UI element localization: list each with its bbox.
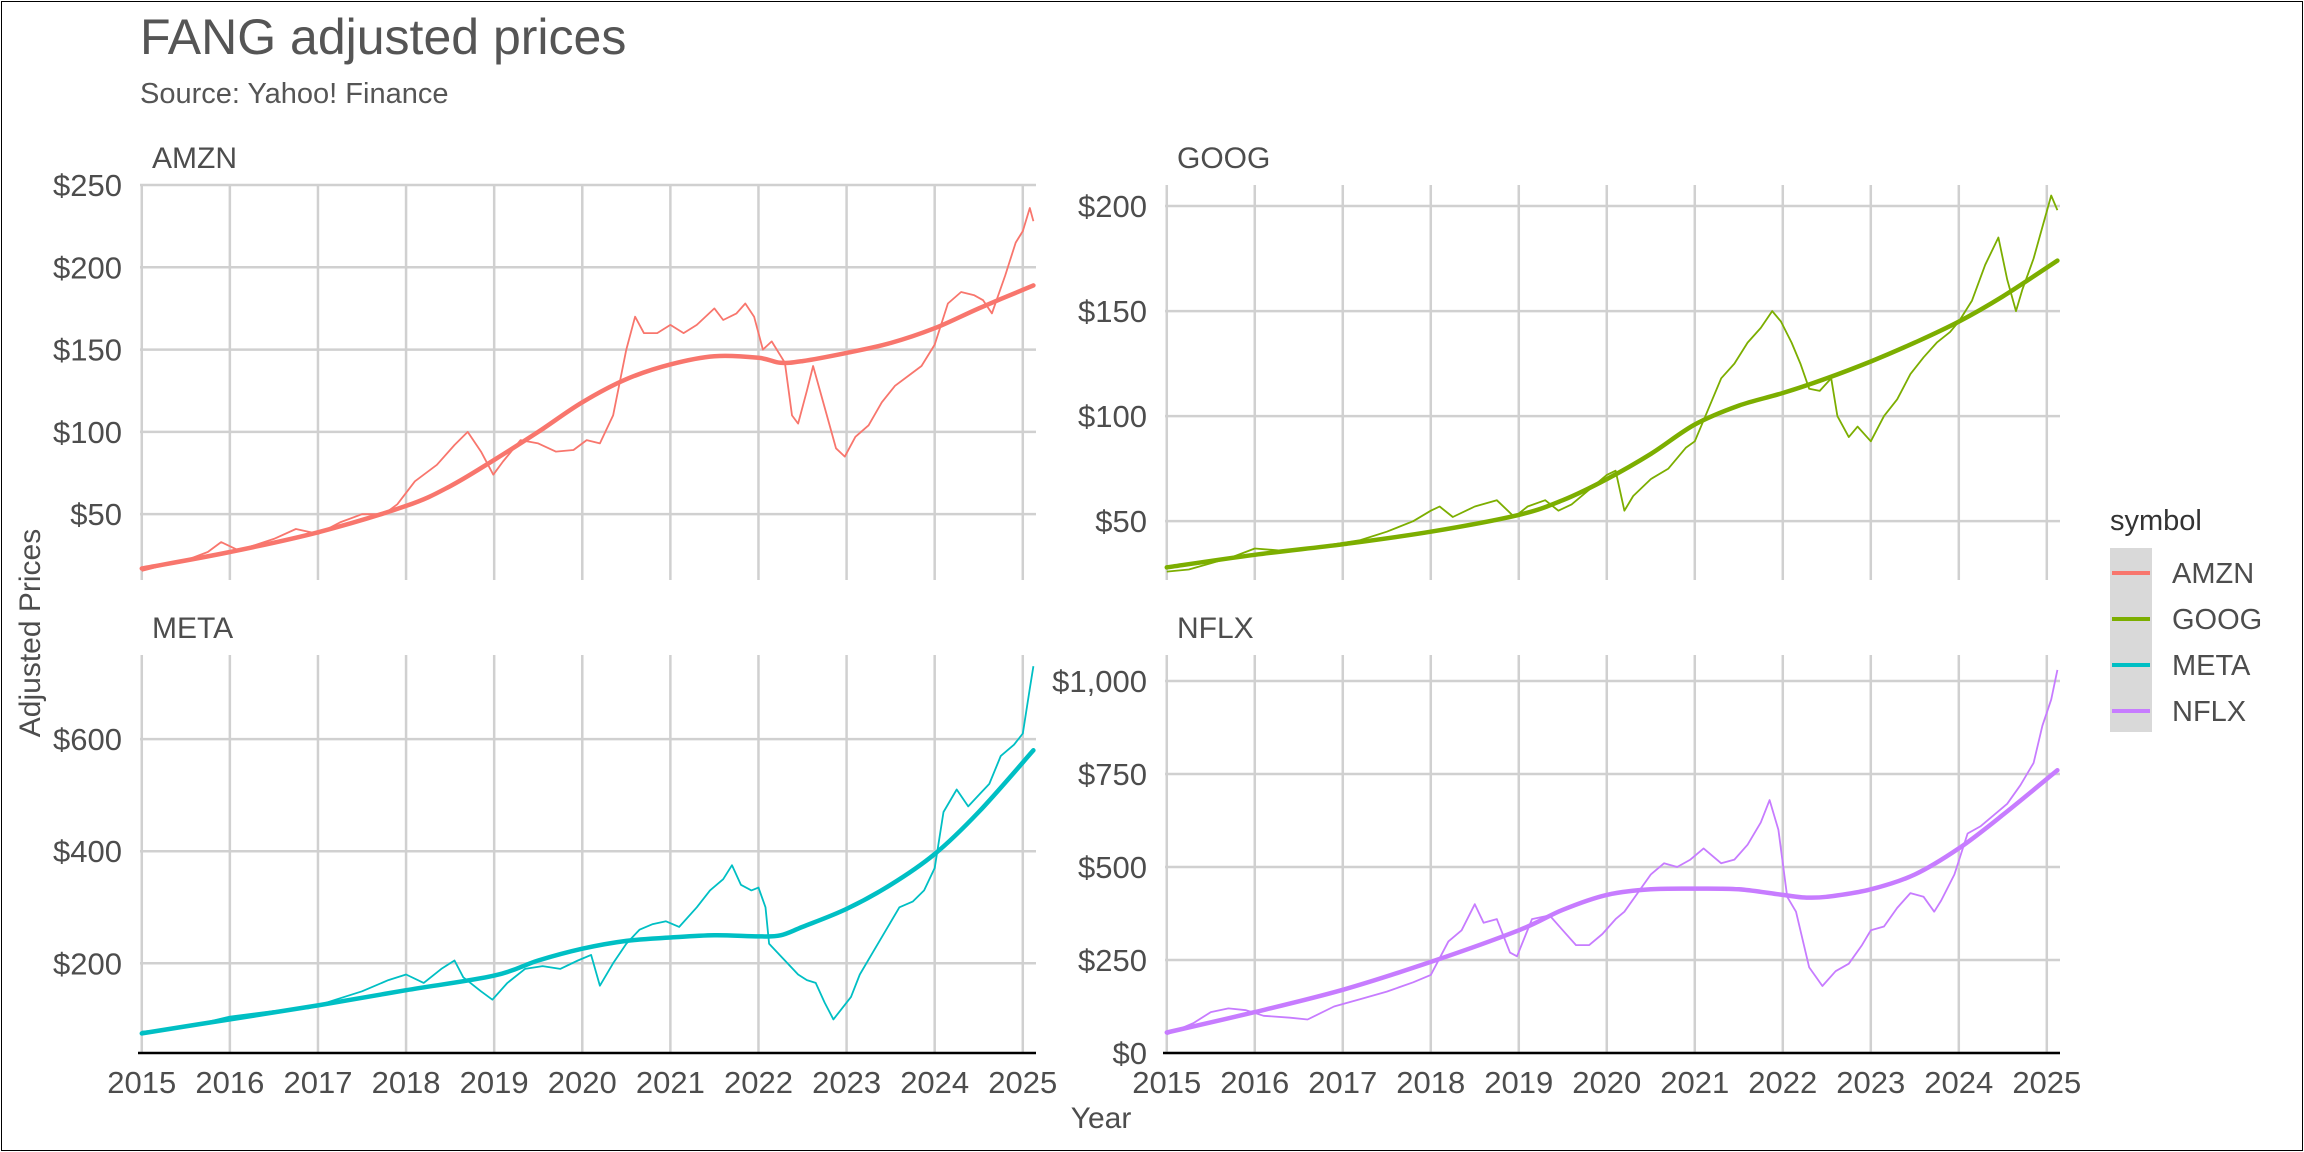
y-tick-label: $200 (53, 250, 122, 285)
x-tick-label: 2025 (988, 1065, 1057, 1100)
trend-line-nflx (1164, 768, 2060, 1035)
legend-label-goog: GOOG (2172, 604, 2262, 636)
y-tick-label: $750 (1078, 757, 1147, 792)
x-tick-label: 2020 (1572, 1065, 1641, 1100)
x-tick-label: 2017 (1308, 1065, 1377, 1100)
legend-label-meta: META (2172, 650, 2251, 682)
legend-entries: AMZN GOOG META NFLX (2112, 558, 2262, 728)
legend-key-background (2110, 548, 2152, 732)
panel-goog: GOOG $50 $100 $150 $200 (1078, 142, 2060, 580)
x-tick-label: 2021 (1660, 1065, 1729, 1100)
panel-amzn: AMZN $50 $100 $150 $200 $250 (53, 142, 1036, 580)
x-tick-label: 2015 (1132, 1065, 1201, 1100)
x-tick-label: 2022 (724, 1065, 793, 1100)
chart-title: FANG adjusted prices (140, 9, 627, 65)
x-tick-label: 2017 (283, 1065, 352, 1100)
x-tick-label: 2022 (1748, 1065, 1817, 1100)
y-tick-label: $100 (1078, 399, 1147, 434)
price-line-goog (1166, 194, 2059, 573)
trend-line-goog (1164, 258, 2060, 570)
x-tick-label: 2021 (636, 1065, 705, 1100)
chart-subtitle: Source: Yahoo! Finance (140, 78, 449, 110)
legend-label-nflx: NFLX (2172, 696, 2246, 728)
y-tick-label: $400 (53, 834, 122, 869)
y-tick-label: $1,000 (1052, 664, 1147, 699)
facet-panels: AMZN $50 $100 $150 $200 $250 GOOG $50 $100 $150 $2… (53, 142, 2081, 1100)
y-tick-label: $100 (53, 415, 122, 450)
price-line-nflx (1166, 669, 2059, 1036)
panel-nflx: NFLX $0 $250 $500 $750 $1,000 2015 2016 2017 2018… (1052, 612, 2081, 1100)
legend-title: symbol (2110, 505, 2202, 537)
y-axis-title: Adjusted Prices (14, 529, 47, 737)
price-line-meta (141, 666, 1035, 1033)
x-tick-label: 2024 (1924, 1065, 1993, 1100)
x-tick-label: 2019 (460, 1065, 529, 1100)
x-tick-label: 2015 (107, 1065, 176, 1100)
facet-label: META (152, 612, 233, 645)
facet-label: AMZN (152, 142, 237, 175)
trend-line-meta (139, 748, 1036, 1036)
x-tick-label: 2020 (548, 1065, 617, 1100)
x-tick-label: 2025 (2012, 1065, 2081, 1100)
y-tick-label: $600 (53, 722, 122, 757)
legend: symbol AMZN GOOG META NFLX (2110, 505, 2262, 732)
facet-label: GOOG (1177, 142, 1270, 175)
panel-meta: META $200 $400 $600 2015 2016 2017 2018 2019 2020… (53, 612, 1057, 1100)
x-tick-label: 2016 (1220, 1065, 1289, 1100)
facet-label: NFLX (1177, 612, 1254, 645)
x-tick-label: 2019 (1484, 1065, 1553, 1100)
x-tick-label: 2018 (1396, 1065, 1465, 1100)
x-tick-label: 2016 (195, 1065, 264, 1100)
y-tick-label: $150 (53, 333, 122, 368)
price-line-amzn (141, 207, 1035, 572)
x-axis-title: Year (1071, 1102, 1132, 1135)
y-tick-label: $250 (1078, 943, 1147, 978)
trend-line-amzn (139, 283, 1036, 571)
y-tick-label: $150 (1078, 294, 1147, 329)
y-tick-label: $500 (1078, 850, 1147, 885)
y-tick-label: $200 (53, 946, 122, 981)
x-tick-label: 2024 (900, 1065, 969, 1100)
y-tick-label: $200 (1078, 189, 1147, 224)
legend-label-amzn: AMZN (2172, 558, 2254, 590)
y-tick-label: $50 (70, 497, 122, 532)
x-tick-label: 2018 (372, 1065, 441, 1100)
y-tick-label: $0 (1113, 1036, 1147, 1071)
x-tick-label: 2023 (1836, 1065, 1905, 1100)
y-tick-label: $50 (1095, 504, 1147, 539)
y-tick-label: $250 (53, 168, 122, 203)
x-tick-label: 2023 (812, 1065, 881, 1100)
